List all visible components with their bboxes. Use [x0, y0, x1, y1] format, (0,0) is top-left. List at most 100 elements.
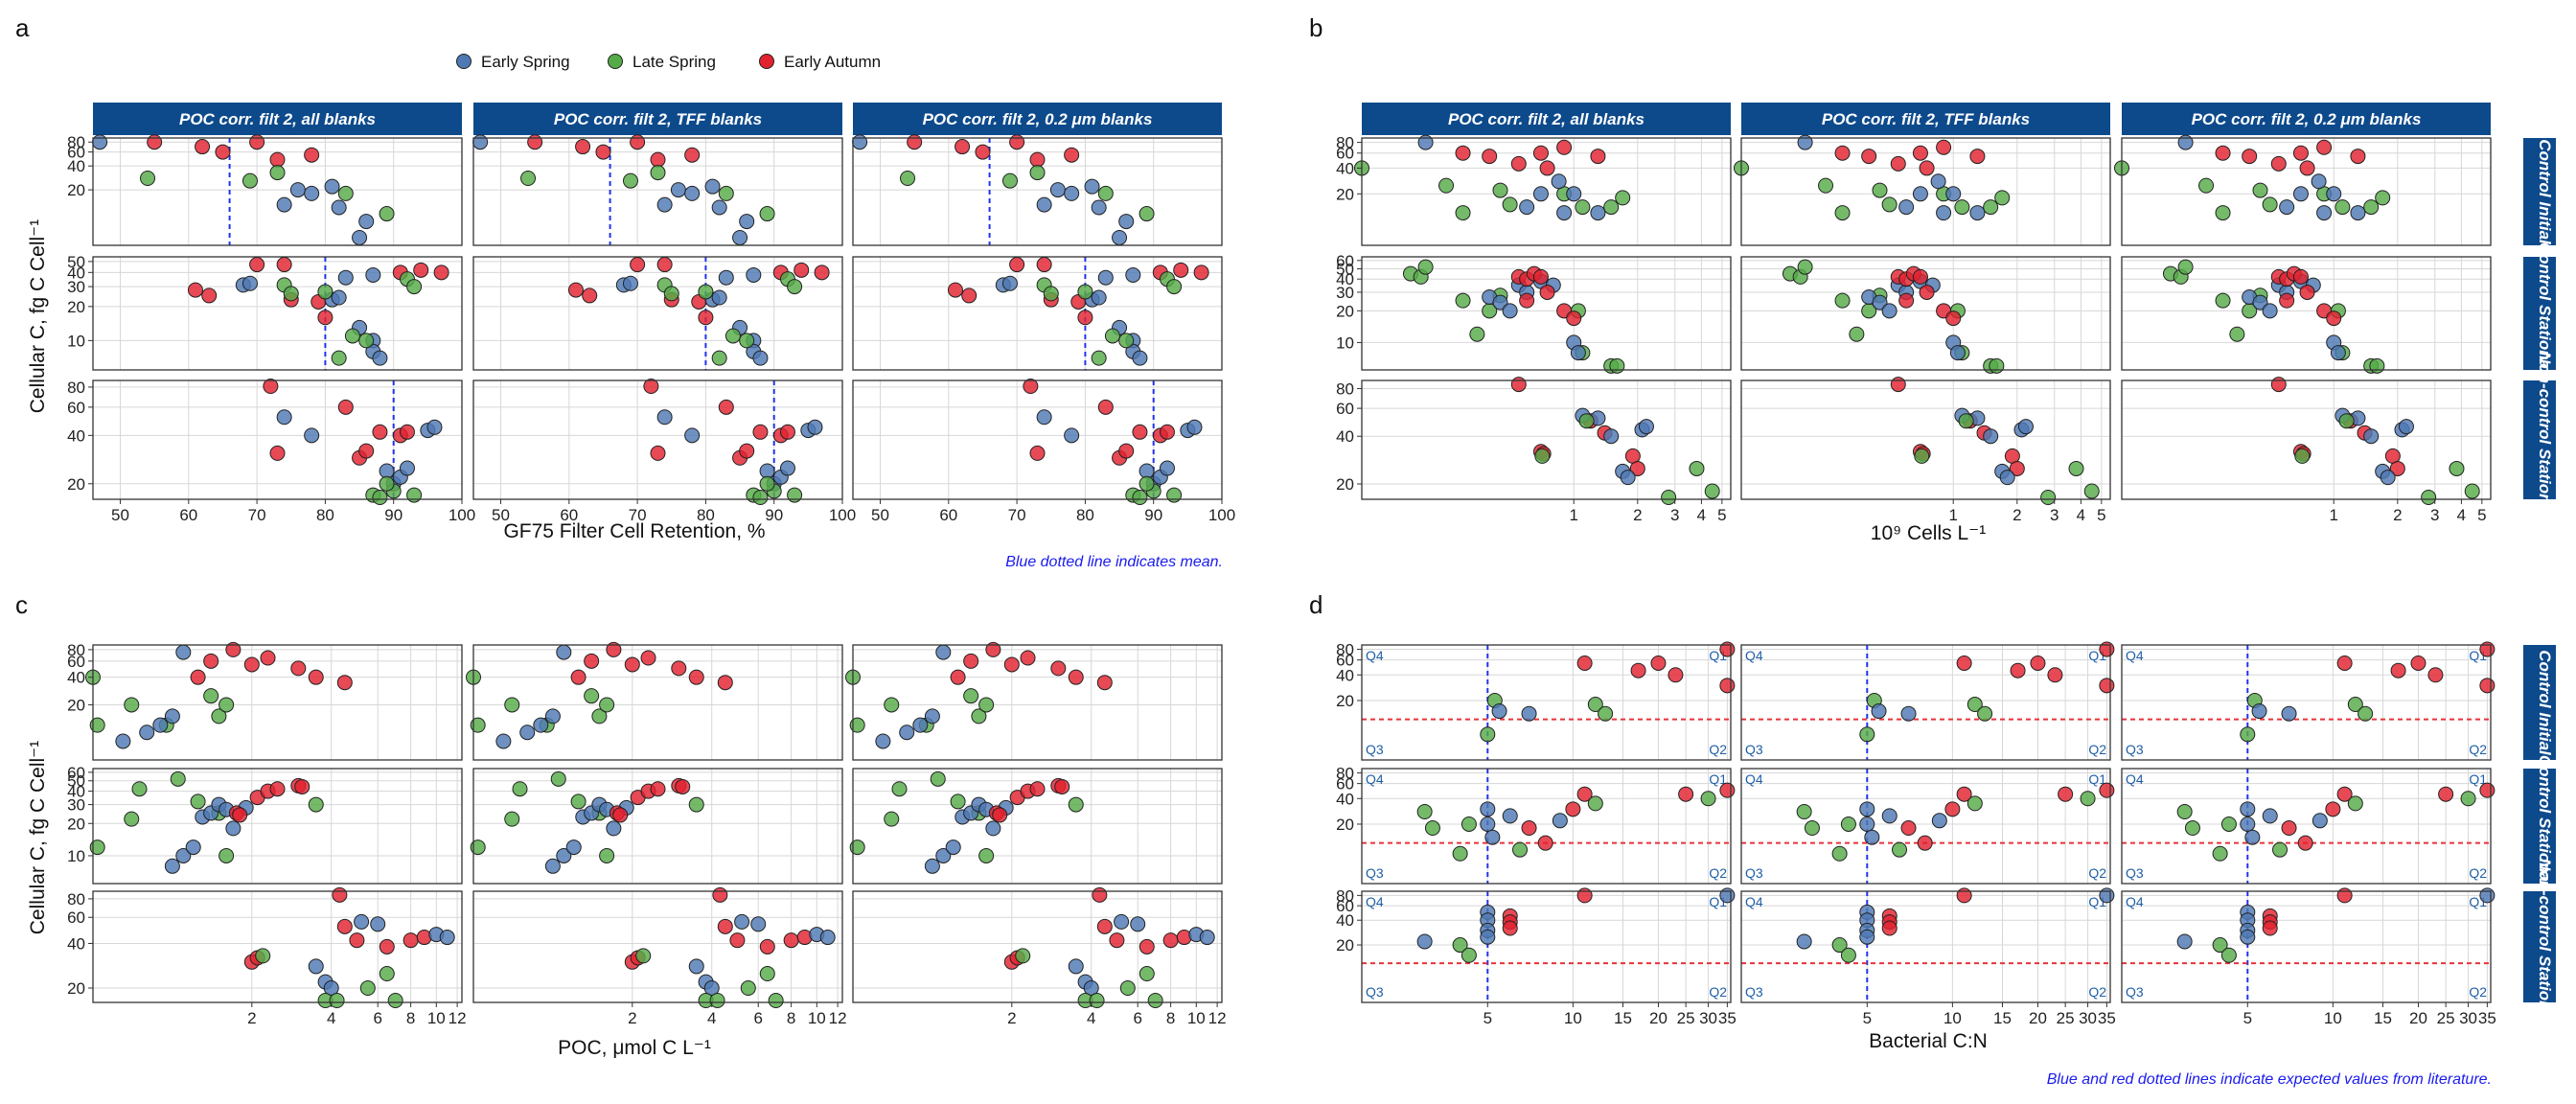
data-point-c — [1147, 993, 1163, 1008]
x-tick-label-a: 90 — [765, 506, 783, 524]
data-point-b — [1797, 259, 1813, 275]
x-tick-label-c: 6 — [1133, 1009, 1141, 1027]
data-point-c — [175, 644, 192, 660]
data-point-b — [1999, 470, 2015, 486]
data-point-a — [656, 257, 673, 273]
data-point-d — [1931, 813, 1947, 829]
facet-strip-b-0 — [1362, 103, 1731, 135]
data-point-a — [1159, 424, 1175, 440]
data-point-b — [1912, 186, 1928, 202]
x-tick-label-d: 30 — [2079, 1009, 2097, 1027]
data-point-d — [1796, 933, 1812, 950]
data-point-d — [1900, 820, 1917, 837]
data-point-a — [787, 279, 803, 295]
data-point-c — [359, 980, 376, 997]
x-tick-label-a: 100 — [1208, 506, 1235, 524]
plot-bg-d — [1362, 769, 1731, 884]
quadrant-label-d: Q3 — [1745, 865, 1763, 881]
data-point-a — [195, 139, 211, 155]
data-point-c — [131, 781, 148, 797]
data-point-a — [663, 286, 679, 302]
data-point-c — [635, 948, 652, 964]
data-point-a — [643, 379, 659, 395]
data-point-b — [1834, 205, 1851, 221]
data-point-d — [1719, 678, 1736, 694]
data-point-a — [1036, 257, 1052, 273]
row-strip-label-b-2: Non-control Stationary — [2536, 352, 2554, 530]
quadrant-label-d: Q4 — [2126, 894, 2144, 909]
data-point-d — [1491, 703, 1507, 720]
data-point-a — [779, 424, 795, 440]
data-point-d — [1840, 947, 1856, 963]
data-point-d — [1966, 697, 1983, 713]
data-point-d — [1864, 829, 1880, 845]
quadrant-label-d: Q2 — [2088, 984, 2106, 1000]
data-point-d — [1719, 782, 1736, 798]
data-point-d — [2427, 667, 2444, 683]
data-point-a — [92, 134, 108, 150]
data-point-b — [2338, 413, 2355, 429]
data-point-c — [671, 660, 687, 677]
data-point-b — [1570, 345, 1586, 361]
data-point-b — [2215, 205, 2231, 221]
data-point-d — [1881, 808, 1898, 824]
plot-frame-b — [1740, 380, 2111, 500]
data-point-c — [1199, 930, 1215, 946]
data-point-b — [2350, 205, 2366, 221]
data-point-b — [1566, 310, 1582, 327]
panel-a-y-axis-title: Cellular C, fg C Cell⁻¹ — [27, 219, 49, 413]
plot-frame-c — [852, 890, 1223, 1003]
panel-tag-b: b — [1309, 13, 1322, 42]
x-tick-label-d: 30 — [1699, 1009, 1717, 1027]
data-point-a — [1118, 214, 1135, 230]
data-point-d — [1917, 835, 1933, 851]
facet-strip-a-2 — [853, 103, 1222, 135]
y-tick-label-a: 20 — [67, 298, 85, 316]
data-point-b — [1510, 155, 1527, 172]
data-point-b — [1898, 292, 1915, 309]
x-tick-label-c: 2 — [628, 1009, 636, 1027]
data-point-a — [724, 328, 741, 344]
data-point-d — [1480, 816, 1496, 832]
data-point-a — [527, 134, 543, 150]
data-point-a — [1132, 490, 1148, 505]
data-point-b — [2330, 345, 2346, 361]
data-point-c — [495, 733, 512, 749]
x-tick-label-c: 4 — [707, 1009, 716, 1027]
x-tick-label-d: 10 — [1564, 1009, 1582, 1027]
data-point-a — [630, 134, 646, 150]
x-tick-label-b: 1 — [1948, 506, 1957, 524]
data-point-c — [1003, 656, 1020, 673]
facet-strip-label-b-2: POC corr. filt 2, 0.2 μm blanks — [2192, 110, 2422, 128]
data-point-a — [739, 214, 755, 230]
data-point-c — [783, 932, 799, 949]
data-point-c — [584, 688, 600, 704]
data-point-d — [2281, 820, 2297, 837]
data-point-d — [2358, 705, 2374, 722]
data-point-a — [372, 424, 388, 440]
data-point-d — [1576, 887, 1593, 904]
data-point-d — [1840, 816, 1856, 832]
plot-frame-c — [472, 768, 843, 885]
plot-frame-a — [92, 256, 463, 371]
data-point-a — [759, 463, 775, 479]
data-point-d — [2240, 726, 2256, 743]
data-point-a — [1138, 463, 1155, 479]
data-point-c — [570, 794, 586, 810]
data-point-a — [1036, 409, 1052, 426]
data-point-a — [304, 427, 320, 444]
quadrant-label-d: Q2 — [2088, 742, 2106, 757]
data-point-a — [365, 266, 381, 283]
data-point-a — [1077, 284, 1093, 300]
data-point-d — [2336, 655, 2353, 671]
data-point-c — [930, 770, 946, 787]
data-point-c — [308, 669, 324, 685]
data-point-a — [718, 269, 734, 286]
x-tick-label-a: 100 — [448, 506, 475, 524]
facet-strip-label-a-1: POC corr. filt 2, TFF blanks — [554, 110, 762, 128]
data-point-a — [1036, 196, 1052, 213]
data-point-c — [203, 688, 219, 704]
x-tick-label-b: 3 — [2430, 506, 2439, 524]
y-tick-label-b: 20 — [1336, 475, 1354, 494]
data-point-d — [2297, 835, 2313, 851]
